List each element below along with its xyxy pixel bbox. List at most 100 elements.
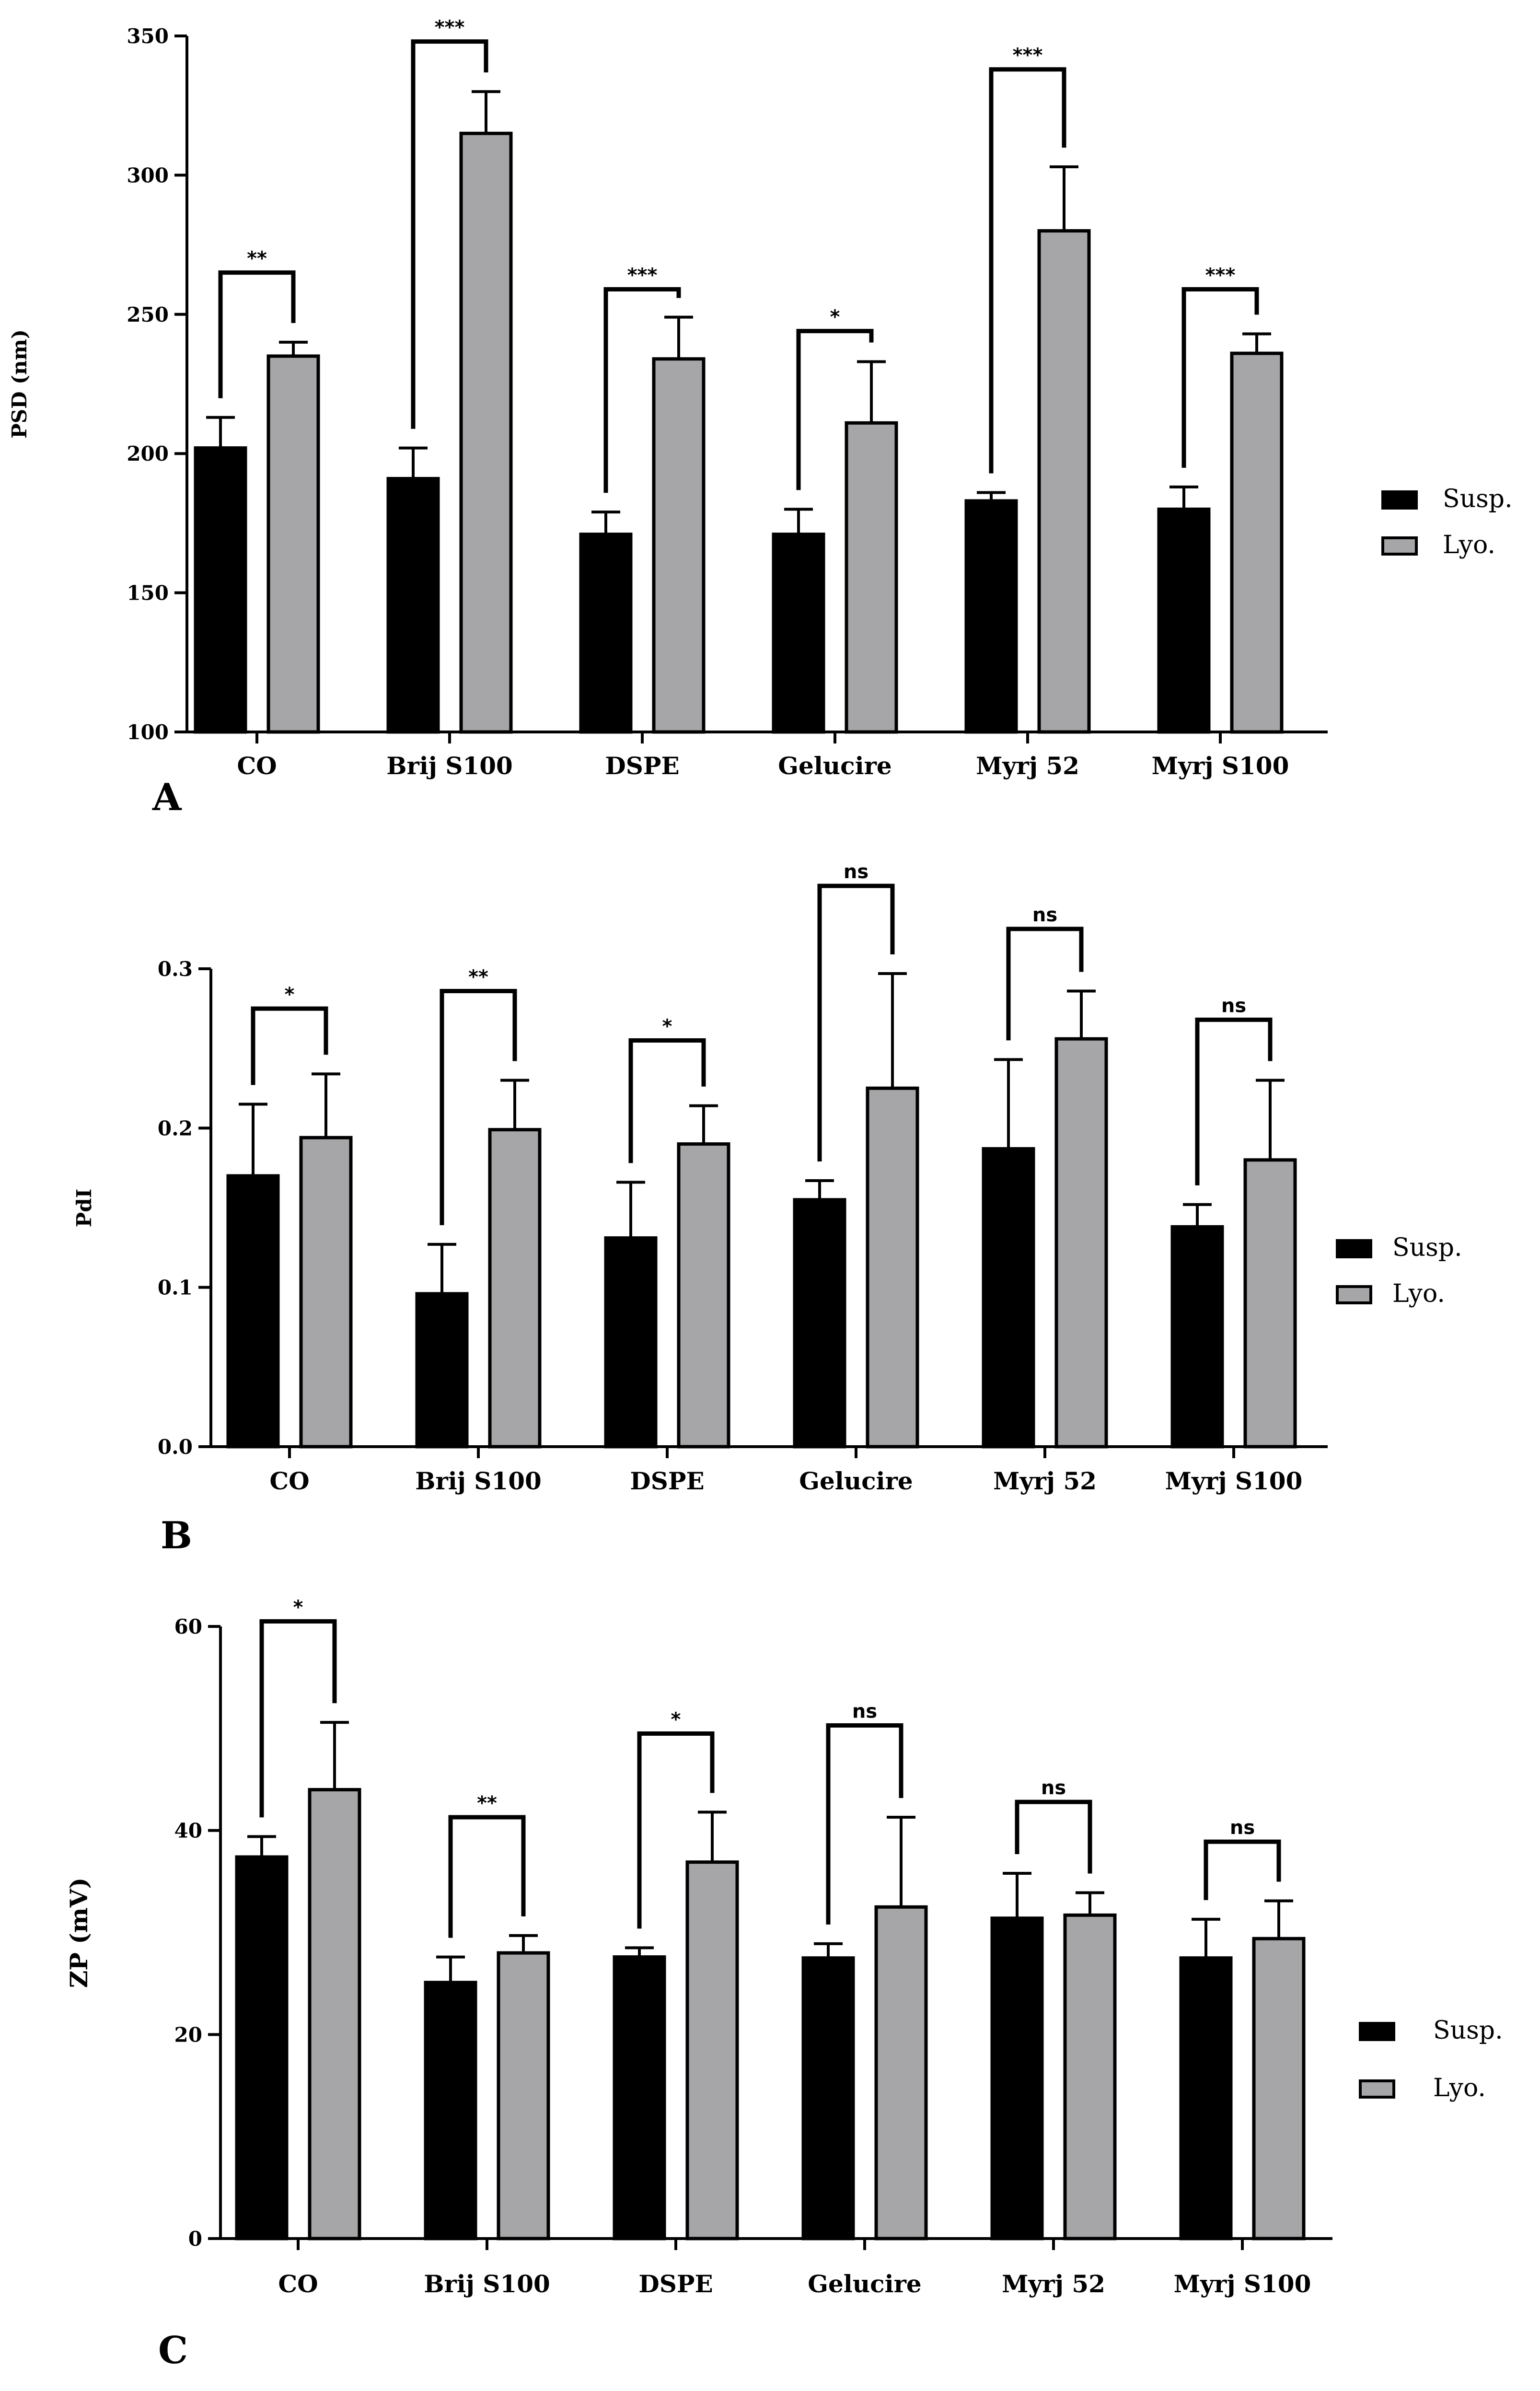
legend-label: Susp. [1443, 485, 1513, 513]
significance-bracket [628, 1038, 706, 1163]
significance-label: ** [468, 966, 488, 988]
y-axis-title: PdI [72, 1189, 96, 1228]
y-tick-label: 60 [174, 1615, 202, 1638]
bar-lyo [308, 1788, 361, 2240]
significance-label: * [662, 1016, 672, 1038]
significance-label: * [671, 1708, 681, 1730]
significance-bracket [989, 67, 1066, 474]
bar-susp [424, 1981, 477, 2240]
significance-label: *** [1013, 45, 1043, 67]
significance-bracket [448, 1815, 526, 1938]
panel-b: 0.0 0.1 0.2 0.3 PdI CO * Brij S100 ** DSPE * Geluci… [72, 861, 1462, 1557]
y-tick-label: 200 [127, 442, 169, 465]
legend-swatch-susp [1336, 1239, 1372, 1258]
bar-susp [226, 1174, 280, 1449]
significance-bracket [637, 1731, 715, 1929]
bar-lyo [497, 1951, 550, 2240]
y-tick-label: 250 [127, 303, 169, 326]
bar-susp [613, 1955, 666, 2240]
legend-swatch-lyo [1381, 536, 1418, 556]
significance-bracket [1015, 1799, 1092, 1874]
significance-label: *** [1205, 265, 1236, 287]
y-tick-label: 350 [127, 24, 169, 48]
category-label: DSPE [638, 2270, 713, 2298]
significance-bracket [259, 1619, 337, 1818]
bar-lyo [1063, 1913, 1117, 2240]
bar-lyo [299, 1136, 353, 1449]
legend-label: Lyo. [1433, 2074, 1486, 2102]
category-label: CO [269, 1467, 309, 1495]
significance-bracket [603, 287, 681, 493]
legend-label: Lyo. [1443, 531, 1495, 559]
category-label: Brij S100 [424, 2270, 550, 2298]
bar-lyo [1230, 351, 1284, 734]
y-tick-label: 100 [127, 720, 169, 744]
y-tick-label: 150 [127, 581, 169, 605]
bar-susp [415, 1292, 469, 1449]
bar-susp [1179, 1956, 1233, 2240]
y-tick-label: 0.3 [158, 957, 193, 981]
significance-bracket [1181, 287, 1259, 468]
panel-letter: B [161, 1514, 192, 1557]
bar-lyo [685, 1860, 739, 2240]
significance-label: ns [1221, 995, 1246, 1017]
significance-label: ** [477, 1792, 497, 1814]
significance-label: ** [247, 248, 267, 270]
significance-label: * [830, 306, 840, 328]
bar-lyo [874, 1905, 928, 2240]
significance-label: *** [627, 265, 658, 287]
legend-swatch-susp [1381, 490, 1418, 510]
bar-susp [235, 1855, 289, 2240]
category-label: Brij S100 [415, 1467, 542, 1495]
significance-label: ns [1032, 904, 1057, 926]
bar-lyo [845, 421, 898, 734]
significance-label: *** [435, 17, 465, 39]
panel-a: 100 150 200 250 300 350 PSD (nm) CO ** Brij S100 *… [8, 17, 1513, 819]
bar-susp [772, 533, 825, 734]
bar-susp [604, 1236, 658, 1449]
bar-lyo [459, 131, 513, 734]
category-label: Myrj 52 [1002, 2270, 1105, 2298]
bar-lyo [266, 354, 320, 734]
bar-susp [386, 476, 440, 734]
y-tick-label: 40 [174, 1819, 202, 1843]
significance-label: ns [1230, 1817, 1255, 1839]
significance-bracket [411, 39, 488, 429]
bar-lyo [488, 1128, 542, 1449]
significance-label: * [285, 984, 295, 1006]
category-label: Myrj S100 [1174, 2270, 1311, 2298]
category-label: CO [278, 2270, 318, 2298]
significance-label: * [293, 1596, 303, 1618]
category-label: CO [237, 752, 277, 780]
category-label: Gelucire [808, 2270, 921, 2298]
y-tick-label: 0.0 [158, 1435, 193, 1459]
legend-swatch-susp [1359, 2022, 1395, 2041]
y-tick-label: 20 [174, 2023, 202, 2046]
y-axis-title: ZP (mV) [65, 1878, 93, 1988]
panel-c: 0 20 40 60 ZP (mV) CO * Brij S100 ** DSPE * Gelucir… [65, 1596, 1503, 2372]
legend-label: Susp. [1433, 2016, 1503, 2045]
bar-lyo [677, 1142, 730, 1449]
bar-lyo [1037, 229, 1091, 734]
y-tick-label: 0.2 [158, 1116, 193, 1140]
significance-bracket [817, 883, 895, 1161]
bar-lyo [1054, 1037, 1108, 1449]
y-tick-label: 0 [188, 2227, 202, 2251]
panel-letter: A [152, 776, 182, 819]
bar-susp [793, 1198, 846, 1449]
y-tick-label: 0.1 [158, 1276, 193, 1300]
bar-lyo [1252, 1937, 1306, 2240]
category-label: Myrj 52 [976, 752, 1079, 780]
significance-bracket [251, 1006, 328, 1085]
bar-susp [1157, 507, 1211, 734]
category-label: Myrj S100 [1165, 1467, 1303, 1495]
significance-bracket [218, 270, 296, 398]
legend-label: Susp. [1392, 1233, 1462, 1262]
category-label: Gelucire [799, 1467, 913, 1495]
significance-label: ns [1041, 1777, 1066, 1799]
bar-lyo [1243, 1158, 1297, 1449]
category-label: Myrj S100 [1152, 752, 1289, 780]
significance-bracket [1204, 1839, 1281, 1900]
category-label: Gelucire [778, 752, 892, 780]
legend-swatch-lyo [1359, 2079, 1395, 2099]
